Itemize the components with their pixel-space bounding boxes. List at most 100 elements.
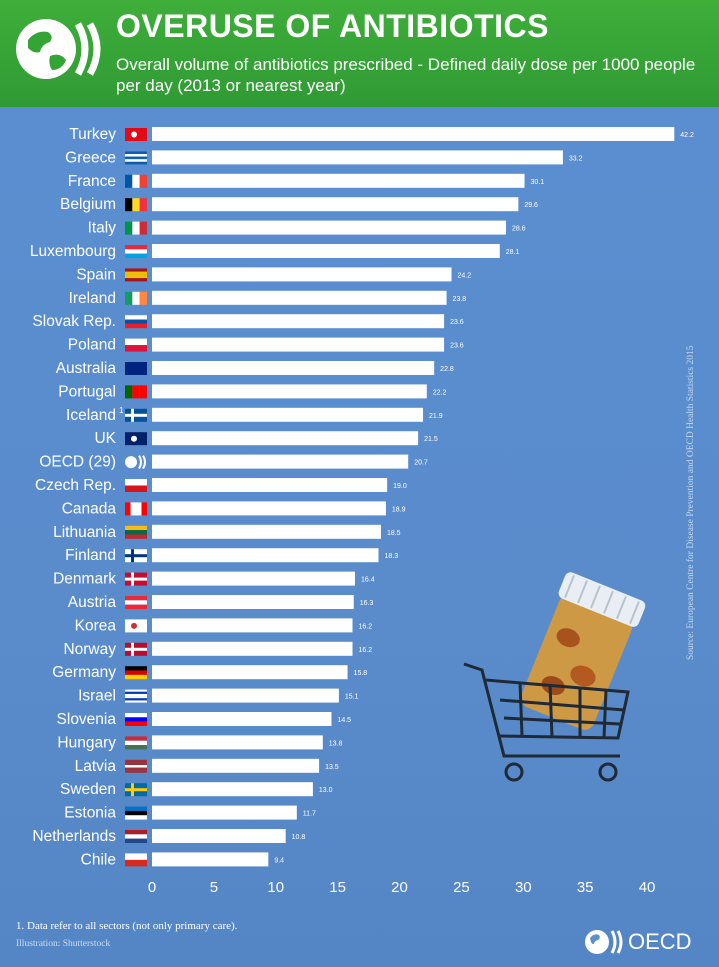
x-tick-label: 25 [453, 879, 470, 896]
value-label: 21.9 [429, 413, 443, 420]
hungary-flag-icon [125, 736, 147, 750]
x-tick-label: 10 [267, 879, 284, 896]
korea-flag-icon [125, 619, 147, 633]
bar [152, 852, 269, 867]
value-label: 22.8 [440, 366, 454, 373]
bar [152, 337, 445, 352]
latvia-flag-icon [125, 759, 147, 773]
category-label: Slovenia [57, 711, 117, 728]
category-label: Estonia [64, 805, 116, 822]
bar [152, 665, 348, 680]
category-label: Slovak Rep. [32, 313, 116, 330]
bar [152, 290, 447, 305]
value-label: 13.0 [319, 787, 333, 794]
chart-title: OVERUSE OF ANTIBIOTICS [116, 8, 549, 44]
value-label: 18.5 [387, 530, 401, 537]
oecd-logo-icon [16, 19, 101, 79]
category-label: Lithuania [53, 524, 116, 541]
category-label: Hungary [57, 734, 116, 751]
category-label: Denmark [53, 571, 116, 588]
category-label: Portugal [58, 383, 116, 400]
turkey-flag-icon [125, 128, 147, 141]
bar [152, 735, 323, 750]
value-label: 16.2 [358, 623, 372, 630]
canada-flag-icon [125, 502, 147, 516]
brand-text: OECD [628, 929, 692, 954]
value-label: 14.5 [337, 717, 351, 724]
category-label: Turkey [69, 126, 116, 143]
uk-flag-icon [125, 432, 147, 446]
value-label: 16.2 [358, 647, 372, 654]
bar [152, 618, 353, 633]
category-label: Italy [88, 220, 117, 237]
x-tick-label: 35 [577, 879, 594, 896]
bar [152, 641, 353, 656]
iceland-flag-icon [125, 408, 147, 422]
bar [152, 524, 381, 539]
value-label: 13.5 [325, 764, 339, 771]
category-label: Latvia [75, 758, 117, 775]
australia-flag-icon [125, 362, 147, 375]
bar [152, 431, 419, 446]
value-label: 42.2 [680, 132, 694, 139]
category-label: OECD (29) [39, 454, 116, 471]
category-label: Germany [52, 664, 116, 681]
bar [152, 220, 506, 235]
value-label: 13.8 [329, 740, 343, 747]
value-label: 15.8 [354, 670, 368, 677]
value-label: 16.4 [361, 577, 375, 584]
bar [152, 782, 313, 797]
value-label: 9.4 [274, 857, 284, 864]
header-banner: OVERUSE OF ANTIBIOTICS Overall volume of… [0, 0, 719, 107]
spain-flag-icon [125, 268, 147, 282]
bar [152, 688, 339, 703]
bar [152, 361, 435, 375]
category-label: Canada [62, 500, 117, 517]
israel-flag-icon [125, 689, 147, 703]
source-note: Source: European Centre for Disease Prev… [686, 345, 696, 660]
bar [152, 571, 355, 586]
germany-flag-icon [125, 666, 147, 680]
category-label: Chile [81, 851, 116, 868]
category-label: Austria [68, 594, 117, 611]
chile-flag-icon [125, 853, 147, 867]
bar [152, 805, 297, 820]
pill-bottle-cart-illustration [463, 572, 646, 782]
bar [152, 384, 427, 399]
value-label: 22.2 [433, 389, 447, 396]
value-label: 30.1 [531, 179, 545, 186]
bar [152, 244, 500, 258]
bar [152, 407, 424, 422]
portugal-flag-icon [125, 385, 147, 399]
bar [152, 478, 388, 492]
sweden-flag-icon [125, 783, 147, 797]
value-label: 29.6 [524, 202, 538, 209]
slovenia-flag-icon [125, 713, 147, 726]
value-label: 23.6 [450, 319, 464, 326]
value-label: 19.0 [393, 483, 407, 490]
value-label: 21.5 [424, 436, 438, 443]
italy-flag-icon [125, 221, 147, 235]
footnote-mark: 1 [119, 406, 124, 415]
category-label: Norway [63, 641, 116, 658]
slovakia-flag-icon [125, 315, 147, 329]
value-label: 16.3 [360, 600, 374, 607]
x-tick-label: 30 [515, 879, 532, 896]
category-label: Poland [68, 337, 116, 354]
bar [152, 595, 354, 609]
chart-subtitle: Overall volume of antibiotics prescribed… [116, 55, 696, 95]
luxembourg-flag-icon [125, 245, 147, 258]
poland-flag-icon [125, 338, 147, 352]
illustration-credit: Illustration: Shutterstock [16, 939, 111, 949]
x-tick-label: 40 [639, 879, 656, 896]
value-label: 33.2 [569, 155, 583, 162]
bar [152, 127, 675, 141]
netherlands-flag-icon [125, 830, 147, 843]
category-label: Australia [56, 360, 117, 377]
x-tick-label: 15 [329, 879, 346, 896]
estonia-flag-icon [125, 806, 147, 820]
oecd-logo-icon [125, 455, 146, 470]
category-label: Iceland [66, 407, 116, 424]
